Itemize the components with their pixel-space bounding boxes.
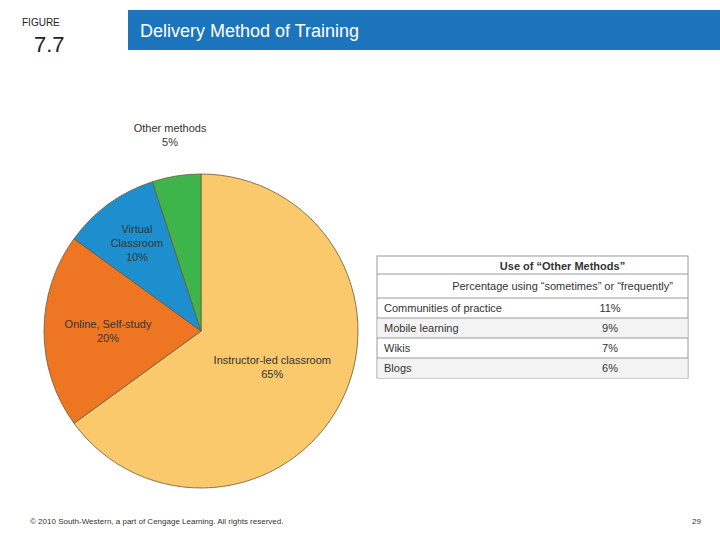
table-row-band — [378, 318, 688, 338]
slide: FIGURE 7.7 Delivery Method of Training © 20… — [0, 0, 720, 540]
data-label: 10% — [126, 251, 148, 263]
table-cell: 6% — [602, 362, 618, 374]
table-frame — [377, 256, 688, 378]
data-label: 20% — [97, 332, 119, 344]
category-label: Online, Self-study — [65, 318, 152, 330]
table-subtitle: Percentage using “sometimes” or “frequen… — [452, 280, 673, 292]
table-rule — [377, 298, 688, 299]
category-label: Other methods — [134, 122, 207, 134]
pie: Instructor-led classroom 65% Online, Self-… — [44, 122, 358, 488]
table-rule — [377, 318, 688, 319]
figure-number: 7.7 — [34, 32, 65, 57]
category-label: VirtualClassroom — [111, 223, 164, 249]
slice-labels: Instructor-led classroom 65% Online, Self-… — [65, 122, 331, 380]
table-cell: Wikis — [384, 342, 411, 354]
data-label: 65% — [261, 368, 283, 380]
table-rule — [377, 338, 688, 339]
page-number: 29 — [692, 517, 701, 526]
title: Delivery Method of Training — [140, 21, 359, 41]
table-cell: 7% — [602, 342, 618, 354]
footer: © 2010 South-Western, a part of Cengage … — [30, 517, 283, 526]
pie-slice — [152, 174, 201, 331]
table-rule — [377, 358, 688, 359]
slices — [44, 174, 358, 488]
table: Use of “Other Methods” Percentage using “… — [377, 256, 688, 378]
table-rule — [377, 274, 688, 275]
figure-label: FIGURE — [22, 17, 60, 28]
title-bar — [128, 10, 720, 50]
table-title: Use of “Other Methods” — [500, 260, 625, 272]
table-row-band — [378, 358, 688, 378]
table-cell: 9% — [602, 322, 618, 334]
table-cell: Mobile learning — [384, 322, 459, 334]
category-label: Instructor-led classroom — [214, 354, 331, 366]
data-label: 5% — [162, 136, 178, 148]
table-cell: Communities of practice — [384, 302, 502, 314]
table-cell: Blogs — [384, 362, 412, 374]
table-cell: 11% — [599, 302, 620, 314]
